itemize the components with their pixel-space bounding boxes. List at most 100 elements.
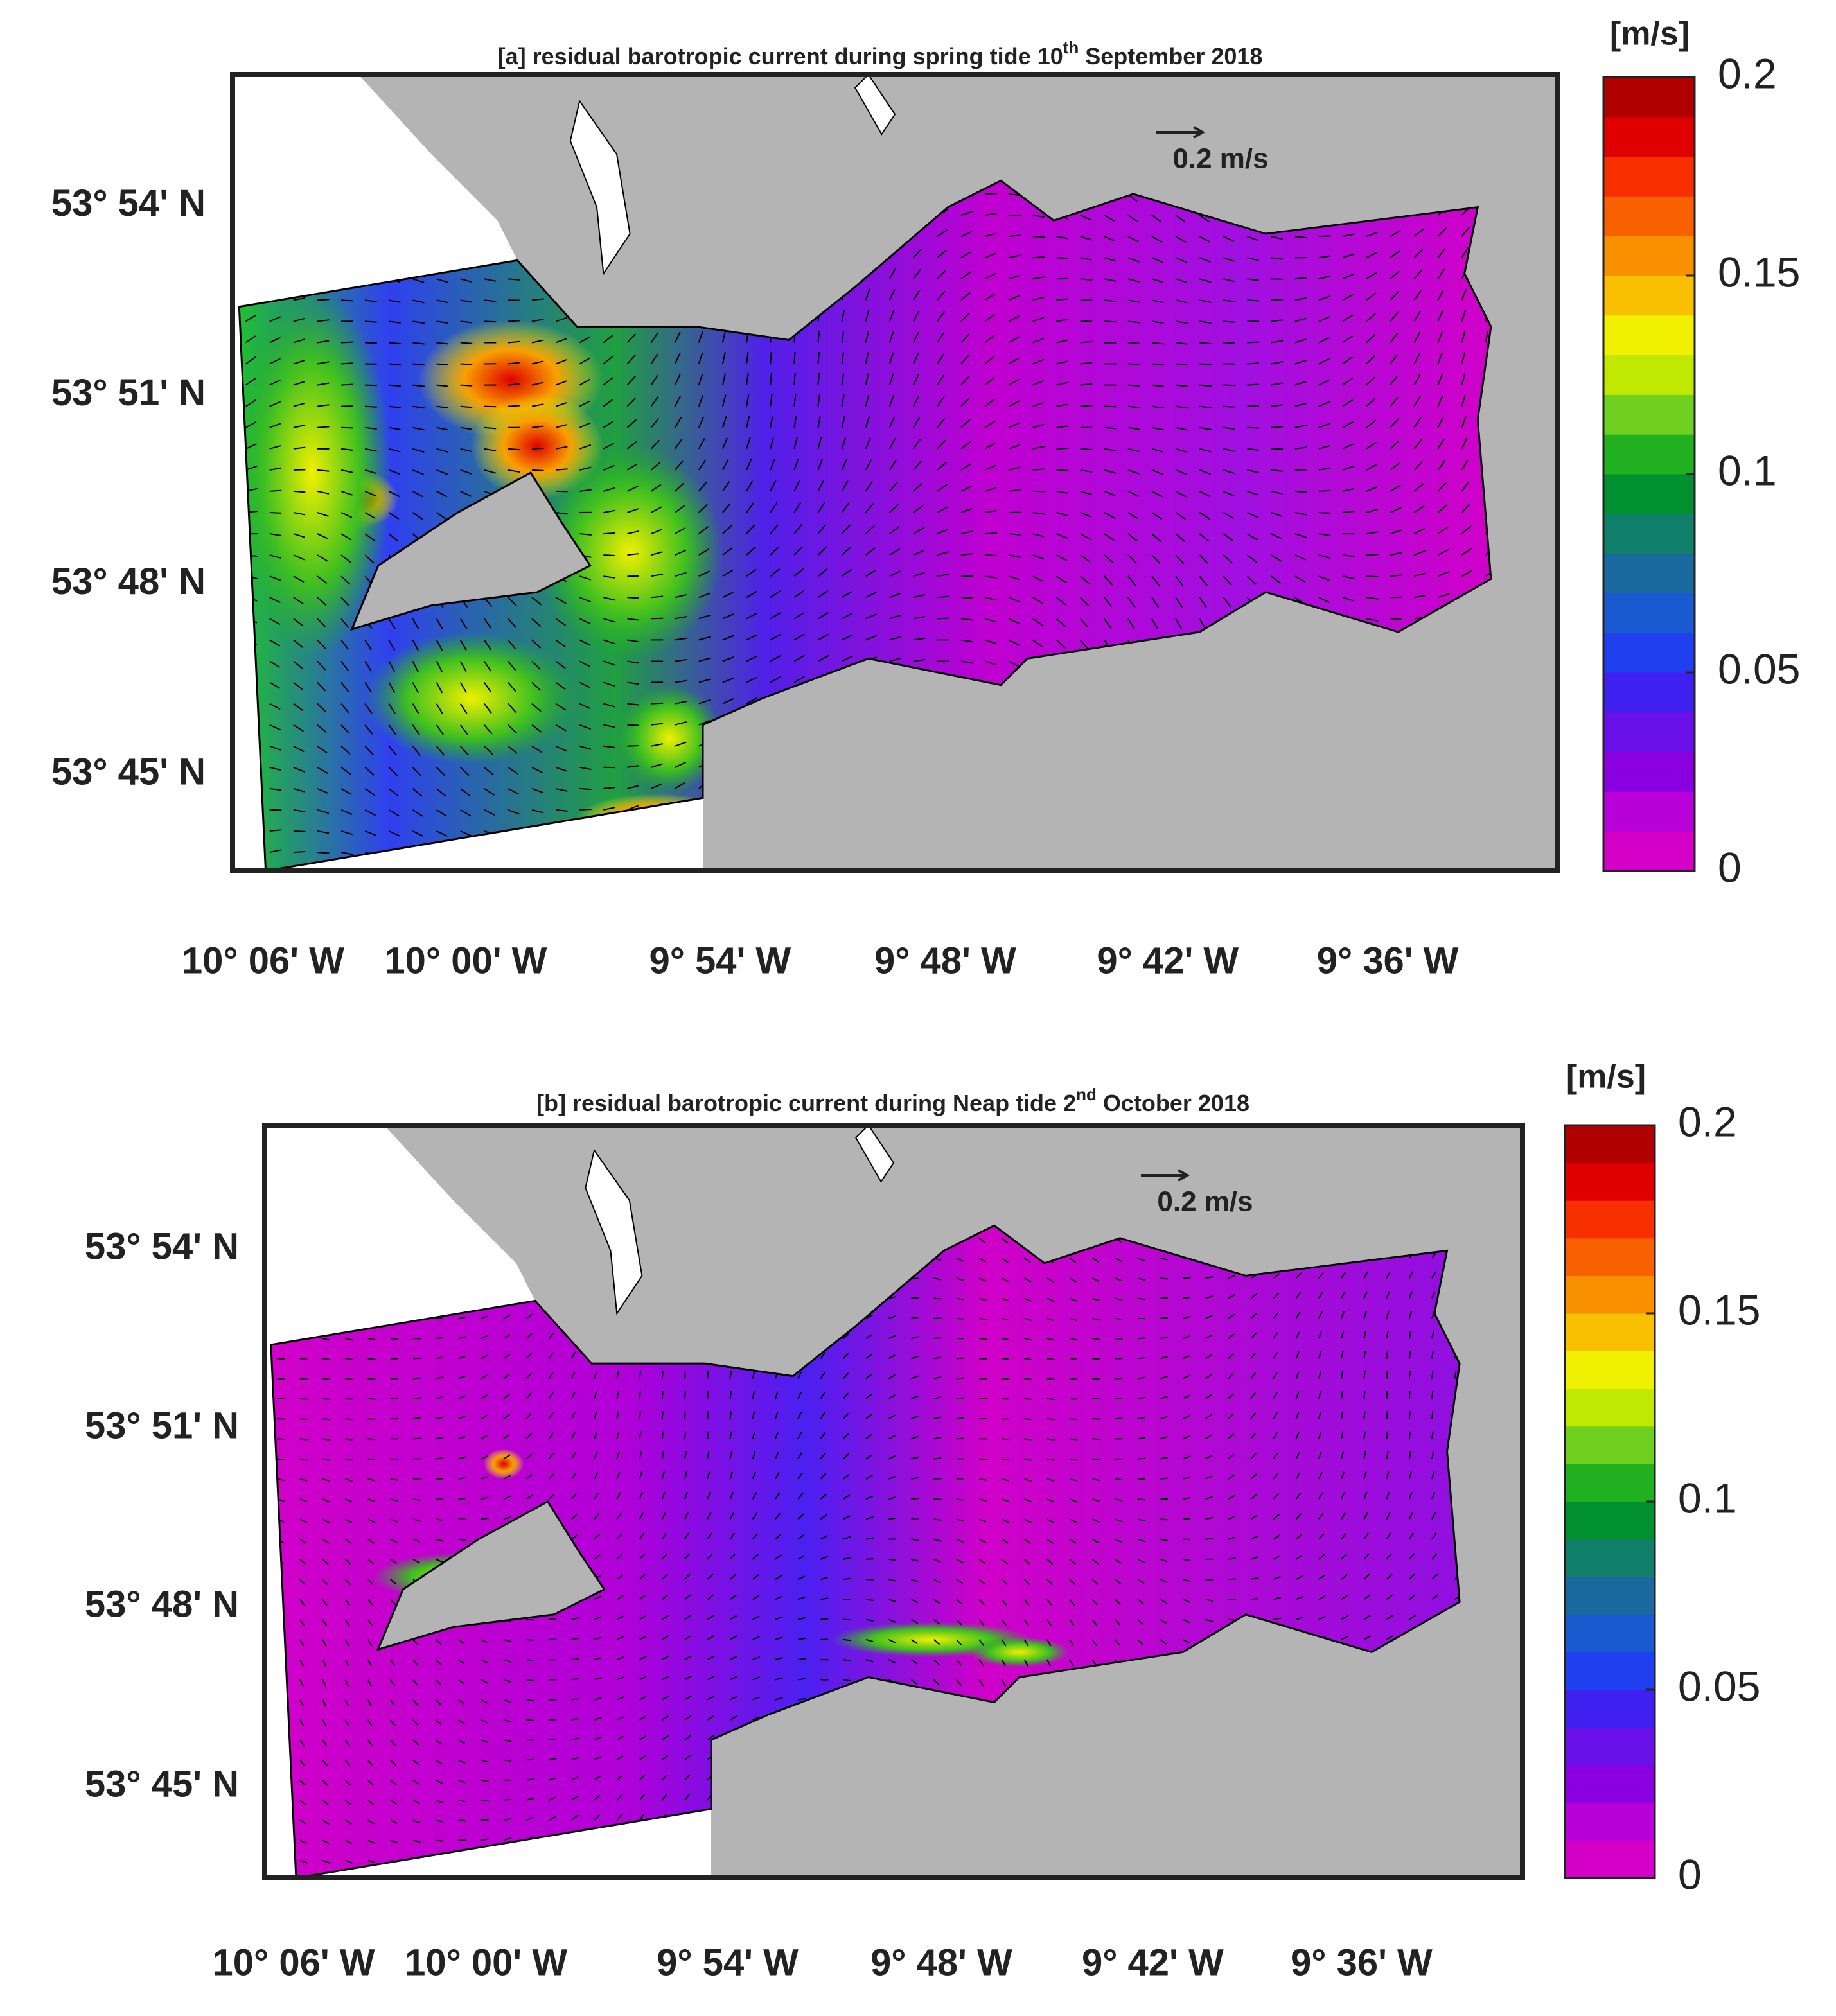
colorbar-segment [1565,1652,1655,1690]
current-arrow [1115,1338,1123,1339]
current-arrow [1092,1459,1100,1460]
colorbar-unit: [m/s] [1610,15,1690,53]
current-arrow [985,555,997,556]
current-arrow [603,533,615,534]
current-arrow [1387,1411,1388,1419]
colorbar-segment [1565,1389,1655,1426]
current-arrow [413,1358,421,1359]
current-arrow [1081,449,1093,450]
current-arrow [300,1379,308,1380]
current-arrow [365,385,377,386]
colorbar-segment [1565,1313,1655,1351]
colorbar-segment [1565,1351,1655,1389]
current-arrow [317,426,330,427]
colorbar-tick-label: 0.1 [1678,1474,1737,1521]
colorbar-segment [1603,474,1695,514]
current-arrow [627,725,639,726]
x-tick-label: 10° 00' W [384,940,547,981]
current-arrow [794,352,795,364]
x-tick-label: 9° 48' W [870,1941,1012,1983]
y-tick-label: 53° 54' N [85,1226,239,1268]
current-arrow [294,469,306,470]
current-arrow [1002,1358,1009,1359]
current-arrow [317,299,330,300]
colorbar-segment [1603,276,1695,315]
current-arrow [341,342,353,343]
colorbar-segment [1603,355,1695,395]
y-tick-label: 53° 48' N [85,1583,239,1625]
colorbar-tick-label: 0 [1718,843,1742,891]
current-arrow [1387,1432,1388,1439]
current-arrow [391,1338,398,1339]
panel-title: [a] residual barotropic current during s… [498,38,1263,69]
x-tick-label: 10° 06' W [213,1941,375,1983]
current-arrow [1160,1278,1168,1279]
current-arrow [1002,1379,1009,1380]
map-panel: [a] residual barotropic current during s… [51,15,1801,982]
current-arrow [603,555,615,556]
current-arrow [1409,1371,1410,1379]
title-text: [a] residual barotropic current during s… [498,43,1063,69]
current-arrow [1228,1599,1236,1600]
hotspot [969,1637,1070,1667]
x-tick-label: 9° 54' W [649,940,791,981]
current-arrow [391,1459,398,1460]
map [233,75,1557,871]
current-arrow [1057,470,1069,471]
current-arrow [1228,1579,1236,1580]
current-arrow [1271,299,1284,300]
x-tick-label: 9° 36' W [1291,1941,1433,1983]
current-arrow [934,1478,942,1479]
current-arrow [1128,364,1140,365]
colorbar-segment [1603,831,1695,871]
colorbar-segment [1565,1803,1655,1841]
current-arrow [461,364,473,365]
current-arrow [1160,1318,1168,1319]
current-arrow [459,1820,466,1821]
colorbar-segment [1565,1426,1655,1464]
current-arrow [294,831,306,832]
panel-title: [b] residual barotropic current during N… [536,1085,1249,1116]
colorbar-tick-label: 0.05 [1678,1662,1760,1710]
current-arrow [1032,257,1045,258]
current-arrow [389,364,401,365]
current-arrow [532,448,544,449]
current-arrow [549,1719,557,1720]
current-arrow [1128,385,1140,386]
map-panel: [b] residual barotropic current during N… [85,1058,1761,1984]
colorbar-segment [1565,1502,1655,1539]
colorbar-segment [1565,1840,1655,1878]
colorbar-tick-label: 0 [1678,1850,1702,1898]
current-arrow [345,1379,353,1380]
colorbar-segment [1603,791,1695,831]
colorbar-segment [1565,1238,1655,1276]
current-arrow [508,320,520,321]
current-arrow [651,703,664,704]
current-arrow [532,470,544,471]
colorbar-segment [1603,633,1695,672]
current-arrow [937,618,949,619]
colorbar-segment [1565,1464,1655,1502]
colorbar-segment [1603,236,1695,276]
current-arrow [459,1498,466,1499]
current-arrow [957,1358,964,1359]
colorbar-segment [1565,1125,1655,1163]
colorbar-segment [1603,672,1695,712]
colorbar-segment [1565,1163,1655,1201]
colorbar-tick-label: 0.2 [1678,1098,1737,1145]
current-arrow [1032,236,1045,237]
current-arrow [317,852,330,853]
colorbar-segment [1603,394,1695,434]
colorbar-segment [1603,196,1695,236]
current-arrow [579,809,592,810]
current-arrow [1409,1432,1410,1439]
current-arrow [391,1358,398,1359]
current-arrow [662,1371,663,1379]
current-arrow [1128,342,1140,343]
current-arrow [1432,1411,1433,1419]
y-tick-label: 53° 54' N [51,182,206,224]
current-arrow [1271,426,1284,427]
x-tick-label: 10° 06' W [182,940,344,981]
current-arrow [1104,321,1117,322]
colorbar-segment [1565,1615,1655,1652]
